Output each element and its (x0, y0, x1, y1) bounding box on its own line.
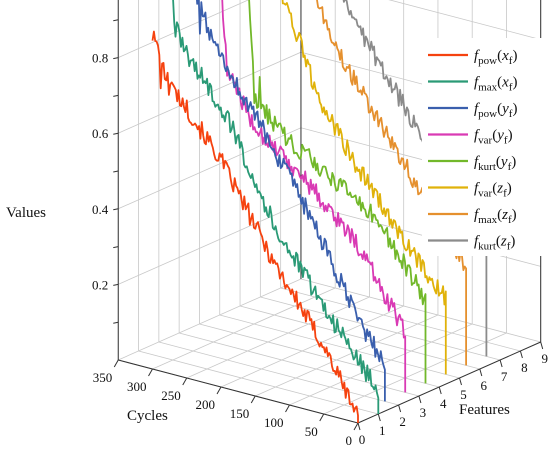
z-axis-title: Values (6, 205, 46, 221)
tick-label-value: 0.2 (92, 277, 108, 292)
tick-mark-feature (540, 341, 544, 350)
tick-mark-value (113, 246, 119, 249)
back-wall-cycles (118, 0, 301, 360)
tick-label-value: 0.4 (92, 202, 109, 217)
tick-label-feature: 1 (379, 423, 386, 438)
gridline-floor-feature (239, 305, 480, 370)
tick-mark-value (113, 170, 119, 173)
gridline-floor-cycle (152, 287, 336, 370)
tick-label-feature: 6 (481, 378, 488, 393)
tick-mark-cycle (148, 368, 153, 377)
tick-mark-value (113, 19, 119, 22)
tick-label-cycle: 0 (346, 433, 353, 448)
x-axis-title: Cycles (127, 408, 168, 424)
series-line-kurt-y (248, 0, 427, 384)
tick-mark-feature (459, 377, 462, 386)
tick-label-feature: 3 (420, 405, 427, 420)
tick-label-feature: 9 (541, 351, 548, 366)
tick-label-feature: 0 (359, 432, 366, 447)
tick-mark-feature (398, 404, 402, 413)
chart-tick-labels: 0.20.40.60.81.00501001502002503003500123… (92, 51, 548, 448)
legend-label: fvar(zf) (474, 181, 512, 200)
gridline-floor-feature (260, 296, 501, 361)
tick-mark-feature (357, 422, 361, 431)
tick-label-feature: 7 (501, 369, 508, 384)
gridline-floor-feature (199, 323, 440, 388)
tick-mark-cycle (285, 404, 290, 413)
legend-label: fpow(xf) (474, 48, 517, 67)
tick-mark-value (113, 208, 119, 211)
tick-label-feature: 5 (460, 387, 467, 402)
tick-label-cycle: 50 (305, 424, 318, 439)
tick-label-feature: 4 (440, 396, 447, 411)
tick-label-cycle: 300 (127, 379, 147, 394)
tick-mark-cycle (319, 413, 325, 422)
series-line-pow-x (151, 30, 359, 423)
legend-label: fvar(yf) (474, 128, 513, 147)
gridline-floor-cycle (289, 323, 473, 406)
tick-label-cycle: 200 (196, 397, 216, 412)
tick-mark-value (113, 283, 119, 286)
legend-label: fmax(xf) (474, 75, 517, 94)
legend-background (422, 38, 548, 256)
tick-mark-value (113, 132, 119, 135)
tick-mark-feature (438, 386, 442, 395)
axis-line-features (357, 341, 541, 424)
tick-mark-feature (418, 395, 422, 404)
series-line-max-x (172, 0, 380, 414)
tick-label-cycle: 100 (264, 415, 284, 430)
tick-label-cycle: 150 (230, 406, 250, 421)
tick-mark-feature (519, 350, 523, 359)
gridline-floor-cycle (255, 314, 439, 397)
gridline-floor-cycle (186, 296, 370, 379)
tick-mark-cycle (113, 359, 119, 368)
tick-label-value: 0.6 (92, 126, 109, 141)
tick-label-feature: 8 (521, 360, 528, 375)
gridline-floor-cycle (220, 305, 404, 388)
gridline-floor-feature (158, 341, 399, 406)
gridline-floor-cycle (118, 278, 302, 361)
tick-mark-feature (499, 359, 503, 368)
tick-mark-feature (377, 413, 381, 422)
gridline-floor-feature (179, 332, 420, 397)
series-line-pow-y (196, 0, 386, 402)
gridline-floor-cycle (323, 332, 507, 415)
y-axis-title: Features (459, 402, 510, 418)
tick-mark-cycle (216, 386, 222, 395)
tick-label-value: 0.8 (92, 51, 108, 66)
legend-label: fpow(yf) (474, 101, 517, 120)
legend-label: fkurt(zf) (474, 234, 515, 253)
legend-label: fkurt(yf) (474, 154, 516, 173)
chart-legend: fpow(xf) fmax(xf) fpow(yf) fvar(yf) fkurt(yf… (422, 38, 548, 256)
tick-mark-value (113, 57, 119, 60)
tick-label-cycle: 350 (93, 370, 113, 385)
tick-mark-cycle (182, 377, 188, 386)
tick-mark-value (113, 321, 119, 324)
series-line-var-y (221, 0, 407, 393)
gridline-floor-feature (138, 350, 379, 415)
series-line-var-z (281, 0, 447, 375)
legend-label: fmax(zf) (474, 207, 517, 226)
tick-label-cycle: 250 (161, 388, 181, 403)
tick-mark-feature (479, 368, 483, 377)
tick-mark-cycle (353, 422, 359, 431)
gridline-floor-feature (219, 314, 460, 379)
tick-label-feature: 2 (399, 414, 406, 429)
gridline-floor-feature (300, 278, 541, 343)
tick-mark-value (113, 94, 119, 97)
axis-line-cycles (118, 359, 359, 424)
tick-mark-cycle (250, 395, 256, 404)
